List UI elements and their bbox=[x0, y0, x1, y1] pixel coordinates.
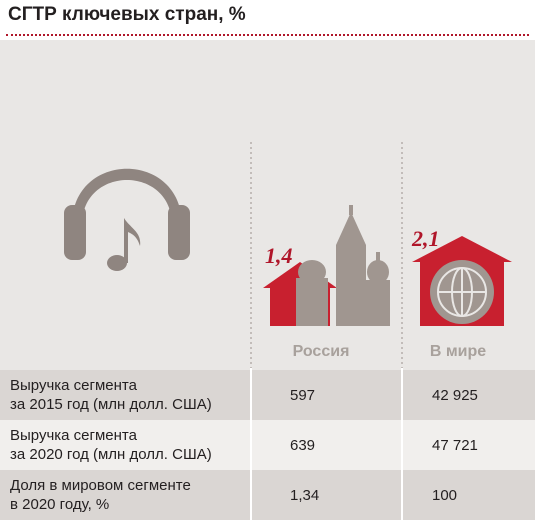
cagr-value: 1,4 bbox=[265, 243, 293, 268]
title-rule bbox=[6, 34, 529, 36]
cell-value: 47 721 bbox=[432, 436, 478, 454]
row-label: Доля в мировом сегменте в 2020 году, % bbox=[10, 477, 191, 513]
cagr-value: 2,1 bbox=[412, 226, 440, 251]
column-header: Россия bbox=[292, 343, 350, 360]
table-row: Выручка сегмента за 2015 год (млн долл. … bbox=[0, 370, 535, 420]
title: СГТР ключевых стран, % bbox=[8, 4, 246, 25]
table-row: Выручка сегмента за 2020 год (млн долл. … bbox=[0, 420, 535, 470]
headphones-icon bbox=[64, 168, 190, 271]
row-label: Выручка сегмента за 2015 год (млн долл. … bbox=[10, 377, 212, 413]
row-label: Выручка сегмента за 2020 год (млн долл. … bbox=[10, 427, 212, 463]
cell-value: 639 bbox=[290, 436, 316, 454]
column-header: В мире bbox=[429, 343, 487, 360]
column-separator bbox=[250, 368, 252, 520]
world-icon bbox=[412, 236, 512, 326]
table-row: Доля в мировом сегменте в 2020 году, % 1,… bbox=[0, 470, 535, 520]
cell-value: 597 bbox=[290, 386, 316, 404]
cell-value: 100 bbox=[432, 486, 458, 504]
cell-value: 42 925 bbox=[432, 386, 478, 404]
cell-value: 1,34 bbox=[290, 486, 320, 504]
column-separator bbox=[401, 368, 403, 520]
russia-icon bbox=[263, 205, 390, 326]
